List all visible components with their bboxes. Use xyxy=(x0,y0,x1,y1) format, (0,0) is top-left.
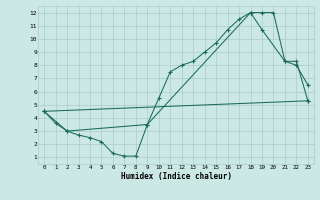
X-axis label: Humidex (Indice chaleur): Humidex (Indice chaleur) xyxy=(121,172,231,181)
